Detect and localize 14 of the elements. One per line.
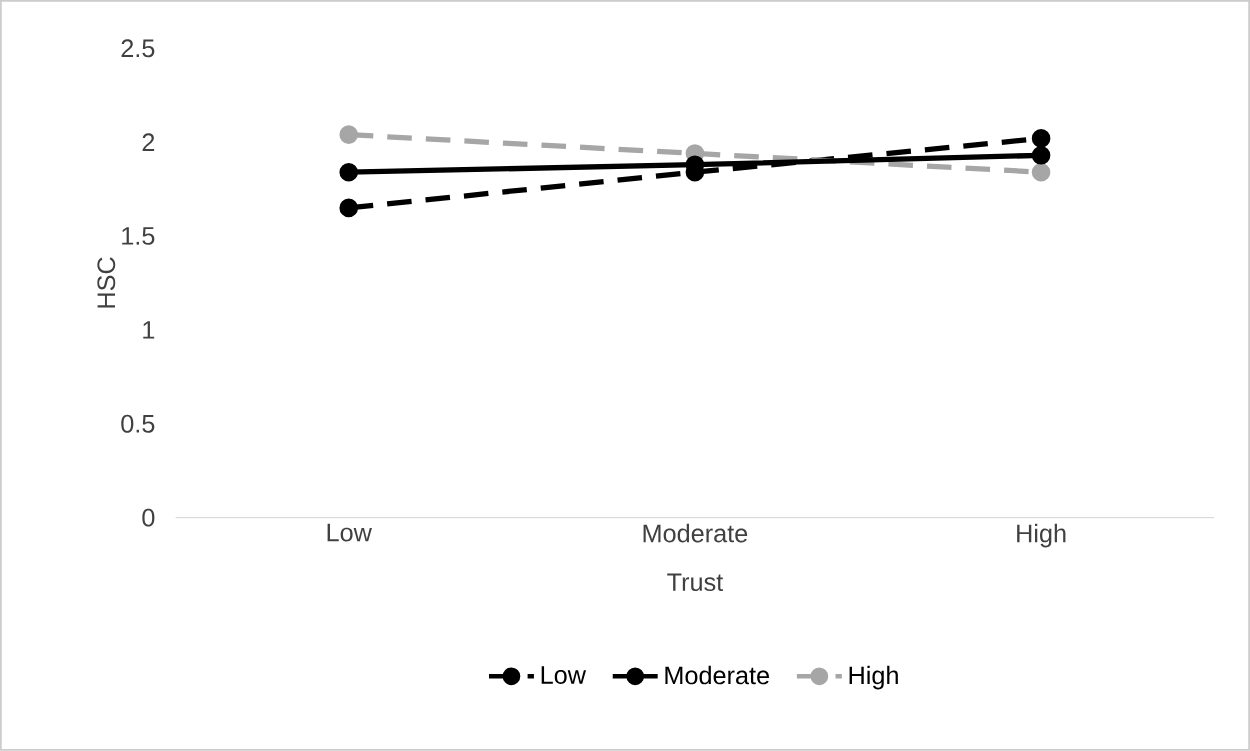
legend-label: Moderate [665, 665, 769, 685]
legend-label: High [849, 665, 898, 690]
x-tick-label: High [1017, 524, 1066, 548]
y-tick-label: 0.5 [121, 414, 155, 433]
x-tick-label: Low [327, 523, 372, 542]
y-axis-title: HSC [97, 257, 116, 308]
y-tick-label: 1.5 [122, 227, 155, 246]
y-tick-label: 1 [143, 321, 155, 339]
y-tick-label: 0 [142, 508, 155, 527]
x-axis-title: Trust [667, 573, 724, 592]
x-tick-label: Moderate [643, 524, 748, 543]
legend-label: Low [541, 666, 587, 685]
y-tick-label: 2.5 [121, 39, 155, 58]
y-tick-label: 2 [142, 133, 155, 152]
